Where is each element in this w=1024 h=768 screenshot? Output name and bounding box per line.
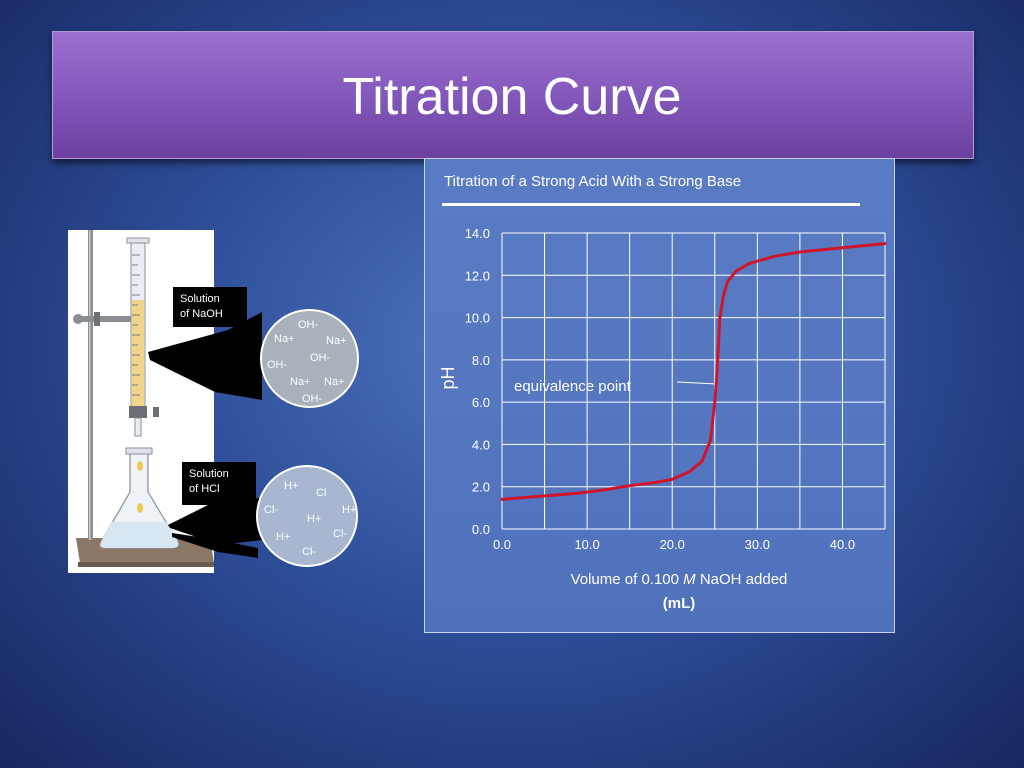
ion-label: H+ bbox=[284, 480, 299, 492]
x-axis-label-italic: M bbox=[683, 571, 696, 588]
naoh-label-line2: of NaOH bbox=[180, 308, 223, 320]
y-tick-label: 2.0 bbox=[472, 480, 490, 495]
y-tick-label: 14.0 bbox=[465, 226, 490, 241]
x-tick-label: 20.0 bbox=[660, 537, 685, 552]
y-tick-label: 8.0 bbox=[472, 353, 490, 368]
hcl-label-line2: of HCl bbox=[189, 483, 220, 495]
annotation-leader-line bbox=[676, 381, 718, 385]
ion-label: Na+ bbox=[326, 335, 347, 347]
x-tick-label: 40.0 bbox=[830, 537, 855, 552]
apparatus-drawing bbox=[73, 230, 214, 567]
series bbox=[500, 242, 887, 501]
x-axis-label: Volume of 0.100 M NaOH added bbox=[571, 571, 788, 588]
tick-labels: 0.0 10.0 20.0 30.0 40.0 0.0 2.0 4.0 6.0 8.0 10.0 12… bbox=[465, 226, 855, 552]
x-tick-label: 10.0 bbox=[574, 537, 599, 552]
y-tick-label: 6.0 bbox=[472, 395, 490, 410]
ion-label: OH- bbox=[267, 359, 288, 371]
ion-label: Na+ bbox=[290, 376, 311, 388]
equivalence-point-annotation: equivalence point bbox=[514, 378, 632, 395]
hcl-ion-circle: H+ Cl Cl- H+ H+ Cl- H+ Cl- bbox=[256, 465, 358, 567]
y-tick-label: 0.0 bbox=[472, 522, 490, 537]
naoh-ion-circle: OH- Na+ Na+ OH- OH- Na+ Na+ OH- bbox=[260, 309, 359, 408]
hcl-solution bbox=[100, 522, 179, 548]
naoh-label: Solution of NaOH bbox=[173, 287, 247, 327]
ion-label: Cl- bbox=[264, 504, 279, 516]
ion-label: OH- bbox=[298, 319, 319, 331]
chart-title: Titration of a Strong Acid With a Strong… bbox=[444, 173, 741, 190]
x-axis-label-unit: (mL) bbox=[663, 595, 696, 612]
ion-label: OH- bbox=[302, 393, 323, 405]
titration-curve-line bbox=[500, 242, 887, 501]
hcl-label: Solution of HCl bbox=[182, 462, 256, 505]
ion-label: H+ bbox=[307, 513, 322, 525]
ion-label: Cl bbox=[316, 487, 327, 499]
ion-label: Cl- bbox=[333, 528, 348, 540]
titration-chart: Titration of a Strong Acid With a Strong… bbox=[438, 173, 887, 612]
ion-label: Na+ bbox=[274, 333, 295, 345]
x-tick-label: 0.0 bbox=[493, 537, 511, 552]
x-axis-label-part2: NaOH added bbox=[696, 571, 788, 588]
ion-label: H+ bbox=[342, 504, 357, 516]
naoh-pointer bbox=[148, 312, 262, 400]
ion-label: H+ bbox=[276, 531, 291, 543]
y-tick-label: 4.0 bbox=[472, 437, 490, 452]
title-bar bbox=[52, 31, 974, 159]
y-tick-label: 12.0 bbox=[465, 268, 490, 283]
x-axis-label-part1: Volume of 0.100 bbox=[571, 571, 684, 588]
y-axis-label: pH bbox=[438, 366, 458, 389]
grid bbox=[501, 232, 886, 530]
ion-label: OH- bbox=[310, 352, 331, 364]
hcl-pointer-lower bbox=[172, 533, 258, 558]
clamp bbox=[78, 316, 138, 322]
slide-title: Titration Curve bbox=[342, 68, 682, 126]
title-underline bbox=[442, 203, 860, 206]
hcl-pointer-upper bbox=[168, 498, 262, 545]
x-tick-label: 30.0 bbox=[745, 537, 770, 552]
hcl-label-line1: Solution bbox=[189, 468, 229, 480]
ion-label: Cl- bbox=[302, 546, 317, 558]
ion-label: Na+ bbox=[324, 376, 345, 388]
y-tick-label: 10.0 bbox=[465, 311, 490, 326]
naoh-label-line1: Solution bbox=[180, 293, 220, 305]
chart-panel: Titration of a Strong Acid With a Strong… bbox=[424, 158, 895, 633]
stopcock bbox=[129, 406, 147, 418]
